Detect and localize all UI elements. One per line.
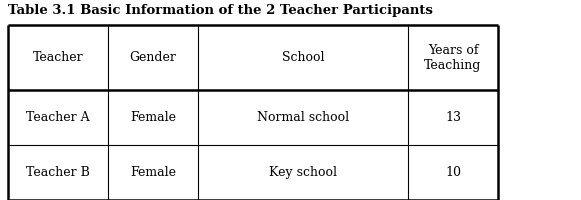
Text: 10: 10 [445, 166, 461, 179]
Text: Female: Female [130, 166, 176, 179]
Text: 13: 13 [445, 111, 461, 124]
Text: Female: Female [130, 111, 176, 124]
Text: Teacher A: Teacher A [26, 111, 90, 124]
Text: Teacher B: Teacher B [26, 166, 90, 179]
Text: School: School [282, 51, 324, 64]
Text: Key school: Key school [269, 166, 337, 179]
Text: Years of
Teaching: Years of Teaching [424, 44, 482, 72]
Text: Normal school: Normal school [257, 111, 349, 124]
Text: Gender: Gender [130, 51, 177, 64]
Text: Table 3.1 Basic Information of the 2 Teacher Participants: Table 3.1 Basic Information of the 2 Tea… [8, 4, 433, 17]
Text: Teacher: Teacher [33, 51, 83, 64]
